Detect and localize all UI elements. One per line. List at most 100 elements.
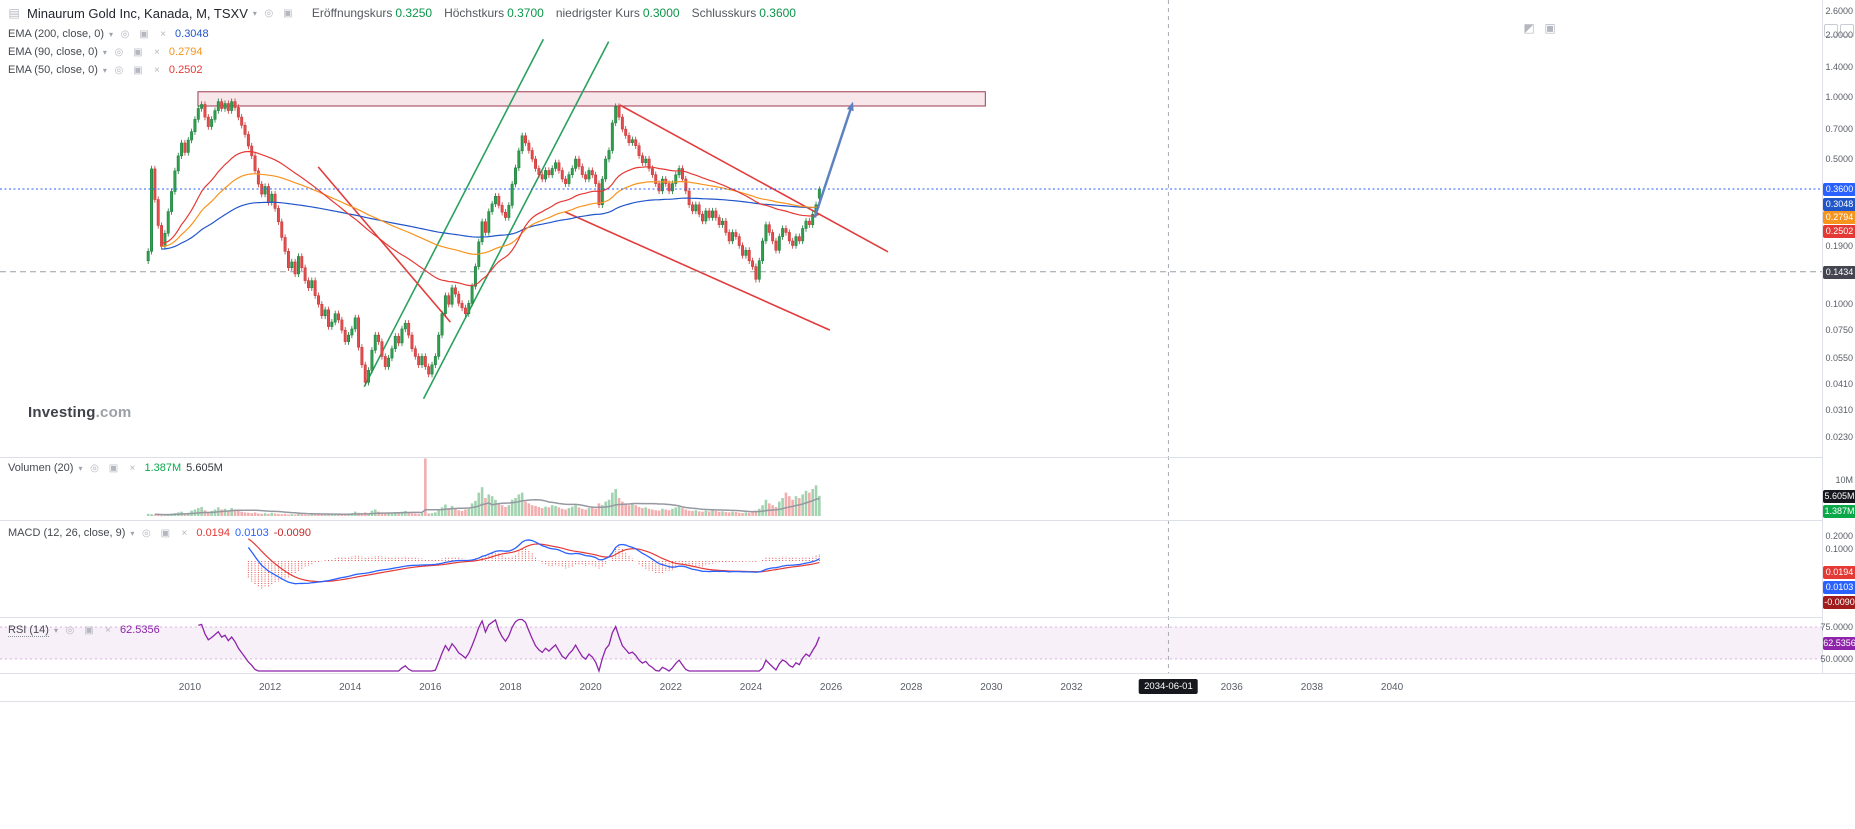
axis-corner-buttons (1824, 24, 1854, 37)
price-axis-label: 0.0750 (1825, 325, 1853, 336)
chart-settings-icon[interactable]: ▣ (1544, 21, 1556, 35)
time-axis-label: 2036 (1220, 682, 1243, 693)
green-uptrend-left (363, 38, 545, 388)
settings-icon[interactable]: ▣ (160, 527, 171, 539)
chevron-down-icon[interactable]: ▾ (102, 65, 107, 75)
ohlc-readout: Eröffnungskurs 0.3250 Höchstkurs 0.3700 … (312, 6, 796, 20)
close-icon[interactable]: × (129, 462, 136, 474)
volume-axis-label: 10M (1835, 475, 1853, 485)
axis-lock-icon[interactable] (1840, 24, 1854, 37)
symbol-title[interactable]: Minaurum Gold Inc, Kanada, M, TSXV (27, 5, 248, 21)
price-axis[interactable]: 2.6000 2.0000 1.4000 1.0000 0.7000 0.5000 0.19… (1820, 0, 1855, 700)
eye-icon[interactable]: ◎ (65, 624, 75, 636)
menu-icon[interactable]: ▤ (8, 6, 20, 20)
close-icon[interactable]: × (153, 46, 160, 58)
eye-icon[interactable]: ◎ (120, 28, 130, 40)
compare-icon[interactable]: ◎ (264, 7, 274, 19)
settings-icon[interactable]: ▣ (108, 462, 119, 474)
ema-50-legend: EMA (50, close, 0) ▾ ◎ ▣ × 0.2502 (8, 64, 203, 76)
rsi-pane (0, 618, 1822, 673)
close-readout: Schlusskurs 0.3600 (691, 6, 796, 20)
price-axis-label: 2.0000 (1825, 29, 1853, 40)
price-pane (0, 38, 1822, 400)
price-axis-label: 1.0000 (1825, 92, 1853, 102)
time-axis-label: 2024 (739, 682, 763, 693)
chevron-down-icon[interactable]: ▾ (53, 625, 58, 635)
chevron-down-icon[interactable]: ▾ (78, 463, 83, 473)
time-axis-label: 2038 (1300, 682, 1324, 693)
investing-logo: Investing.com (28, 404, 132, 421)
axis-settings-icon[interactable] (1824, 24, 1838, 37)
volume-axis-badge: 1.387M (1823, 505, 1855, 518)
price-axis-label: 0.5000 (1825, 154, 1853, 165)
volume-legend: Volumen (20) ▾ ◎ ▣ × 1.387M 5.605M (8, 462, 223, 474)
ema-line (161, 197, 820, 250)
price-axis-badge: 0.3600 (1823, 182, 1855, 196)
macd-axis-badge: 0.0103 (1823, 581, 1855, 594)
eye-icon[interactable]: ◎ (90, 462, 99, 474)
close-icon[interactable]: × (153, 64, 160, 76)
pane-divider[interactable] (0, 457, 1855, 458)
screenshot-icon[interactable]: ◩ (1523, 21, 1535, 35)
eye-icon[interactable]: ◎ (114, 46, 124, 58)
settings-icon[interactable]: ▣ (139, 28, 149, 40)
chart-plot-area[interactable] (0, 0, 1822, 700)
chevron-down-icon[interactable]: ▾ (109, 29, 114, 39)
indicator-settings-icon[interactable]: ▣ (283, 7, 293, 19)
close-icon[interactable]: × (160, 28, 166, 40)
time-axis-date-badge: 2034-06-01 (1139, 679, 1198, 694)
symbol-caret-icon[interactable]: ▾ (252, 8, 257, 18)
time-axis-label: 2026 (819, 682, 843, 693)
time-axis-label: 2022 (659, 682, 682, 693)
price-axis-badge: 0.2502 (1823, 224, 1855, 238)
price-axis-label: 0.1000 (1825, 299, 1853, 310)
macd-axis-label: 0.1000 (1825, 543, 1853, 554)
close-icon[interactable]: × (181, 527, 188, 539)
price-axis-label: 0.0230 (1825, 431, 1853, 442)
macd-axis-badge: 0.0194 (1823, 566, 1855, 579)
settings-icon[interactable]: ▣ (133, 46, 143, 58)
eye-icon[interactable]: ◎ (114, 64, 124, 76)
price-axis-label: 0.1900 (1825, 241, 1853, 252)
time-axis-label: 2014 (339, 682, 362, 693)
rsi-axis-badge: 62.5356 (1823, 636, 1855, 650)
time-axis[interactable]: 2010 2012 2014 2016 2018 2020 2022 2024 2026 2028… (0, 673, 1855, 702)
price-axis-label: 0.0550 (1825, 353, 1853, 364)
header-row: ▤ Minaurum Gold Inc, Kanada, M, TSXV ▾ ◎… (6, 5, 796, 21)
open-readout: Eröffnungskurs 0.3250 (311, 6, 433, 20)
time-axis-label: 2016 (419, 682, 442, 693)
price-axis-label: 1.4000 (1825, 61, 1853, 72)
rsi-legend: RSI (14) ▾ ◎ ▣ × 62.5356 (8, 623, 160, 637)
rsi-band (0, 627, 1822, 659)
price-axis-badge: 0.2794 (1823, 211, 1855, 225)
red-channel-lower (564, 211, 831, 331)
high-readout: Höchstkurs 0.3700 (444, 6, 544, 20)
pane-divider[interactable] (0, 520, 1855, 521)
plot-toolbar: ◩ ▣ (1521, 20, 1558, 36)
red-downtrend-2013 (317, 166, 451, 323)
price-axis-label: 2.6000 (1825, 6, 1853, 16)
price-axis-label: 0.0310 (1825, 404, 1853, 415)
projection-arrow (813, 108, 852, 218)
macd-axis-label: 0.2000 (1825, 531, 1853, 541)
chevron-down-icon[interactable]: ▾ (102, 47, 107, 57)
eye-icon[interactable]: ◎ (142, 527, 151, 539)
red-channel-upper (619, 104, 889, 253)
time-axis-label: 2030 (980, 682, 1003, 693)
price-axis-label: 0.7000 (1825, 124, 1853, 135)
time-axis-label: 2032 (1060, 682, 1083, 693)
settings-icon[interactable]: ▣ (84, 624, 94, 636)
chart-canvas[interactable] (0, 0, 1822, 700)
pane-divider[interactable] (0, 617, 1855, 618)
price-axis-badge: 0.3048 (1823, 197, 1855, 211)
close-icon[interactable]: × (105, 624, 111, 636)
macd-pane (247, 538, 820, 589)
settings-icon[interactable]: ▣ (133, 64, 143, 76)
volume-ma-line (154, 497, 820, 516)
macd-axis-badge: -0.0090 (1823, 596, 1855, 609)
price-axis-badge: 0.1434 (1823, 265, 1855, 279)
green-uptrend-right (422, 41, 610, 400)
time-axis-label: 2010 (178, 682, 202, 693)
chevron-down-icon[interactable]: ▾ (130, 528, 135, 538)
